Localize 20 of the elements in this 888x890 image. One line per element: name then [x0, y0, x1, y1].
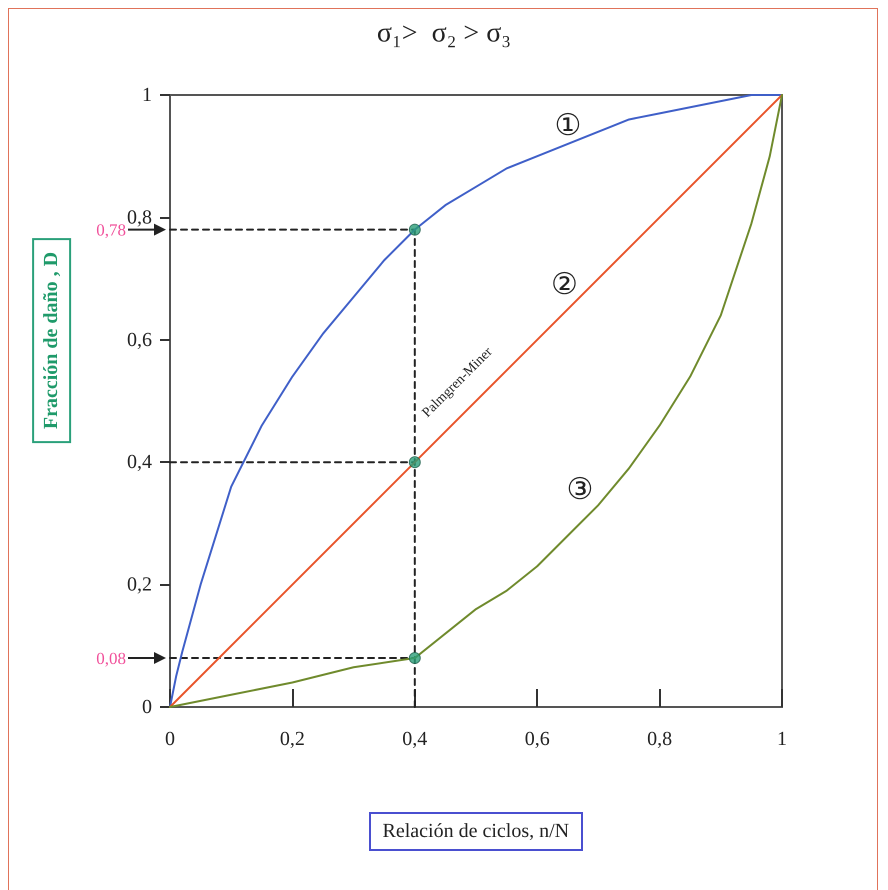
x-axis-title: Relación de ciclos, n/N [368, 812, 584, 851]
x-tick-label: 1 [777, 728, 787, 750]
y-tick-label: 1 [142, 84, 152, 106]
y-tick-label: 0,4 [127, 451, 152, 474]
annotation: ③ [566, 473, 594, 506]
x-tick-label: 0,6 [524, 728, 550, 750]
y-tick-label: 0,6 [127, 328, 152, 351]
x-tick-label: 0 [165, 728, 175, 750]
annotation: 0,78 [96, 220, 126, 240]
x-tick-label: 0,8 [647, 728, 672, 750]
chart-title: σ₁> σ₂ > σ₃ [376, 18, 512, 48]
x-tick-label: 0,4 [402, 728, 428, 750]
x-tick-label: 0,2 [280, 728, 305, 750]
y-axis-title: Fracción de daño , D [32, 237, 71, 443]
y-tick-label: 0,8 [127, 206, 152, 228]
y-tick-label: 0,2 [127, 574, 152, 596]
annotation: ② [551, 268, 578, 302]
annotation: ① [554, 109, 582, 142]
annotation: 0,08 [96, 649, 126, 668]
y-tick-label: 0 [142, 696, 152, 718]
